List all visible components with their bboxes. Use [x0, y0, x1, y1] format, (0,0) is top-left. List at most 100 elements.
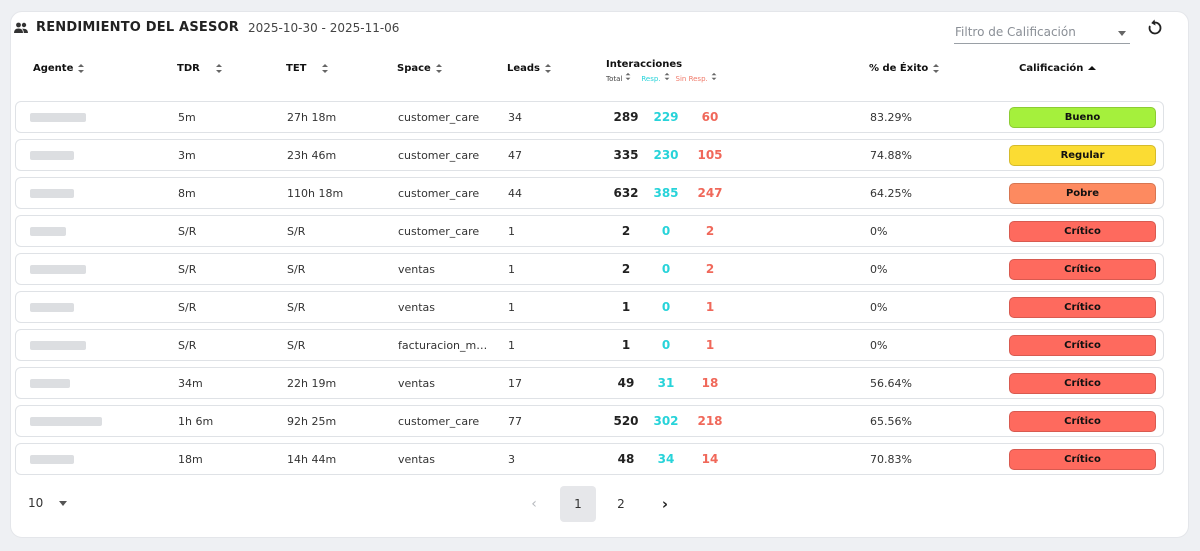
space-cell: customer_care [398, 111, 480, 124]
next-page-button[interactable]: › [661, 495, 669, 513]
tdr-cell: 8m [178, 187, 196, 200]
tet-cell: 92h 25m [287, 415, 337, 428]
column-header-calificacion-label: Calificación [1019, 63, 1084, 74]
column-header-tet-label: TET [286, 63, 307, 74]
table-row[interactable]: 18m 14h 44m ventas 3 48 34 14 70.83% Crítico [15, 443, 1164, 475]
tet-cell: 14h 44m [287, 453, 337, 466]
table-row[interactable]: 34m 22h 19m ventas 17 49 31 18 56.64% Crítico [15, 367, 1164, 399]
chevron-down-icon [1118, 31, 1126, 36]
space-cell: ventas [398, 377, 436, 390]
tet-cell: 23h 46m [287, 149, 337, 162]
column-header-leads-label: Leads [507, 63, 541, 74]
total-cell: 335 [613, 148, 639, 162]
previous-page-button[interactable]: ‹ [531, 496, 537, 512]
exito-cell: 70.83% [870, 453, 912, 466]
space-cell: customer_care [398, 415, 480, 428]
sin-resp-cell: 14 [701, 452, 719, 466]
sort-icon [322, 64, 329, 73]
leads-cell: 47 [508, 149, 522, 162]
tdr-cell: S/R [178, 339, 197, 352]
page-size-select[interactable]: 10 [28, 496, 68, 510]
tet-cell: S/R [287, 263, 306, 276]
sort-icon [664, 72, 669, 81]
table-row[interactable]: 3m 23h 46m customer_care 47 335 230 105 74.88% R… [15, 139, 1164, 171]
column-header-exito[interactable]: % de Éxito [869, 63, 940, 74]
page-button-2[interactable]: 2 [617, 497, 625, 511]
agent-name-redacted [30, 227, 66, 236]
agent-name-redacted [30, 455, 74, 464]
refresh-icon[interactable] [1145, 18, 1165, 38]
tet-cell: S/R [287, 339, 306, 352]
resp-label: Resp. [641, 75, 661, 83]
column-header-tdr[interactable]: TDR [177, 63, 222, 74]
column-header-total[interactable]: Total [606, 72, 631, 83]
column-header-sin-resp[interactable]: Sin Resp. [676, 72, 717, 83]
rating-badge: Crítico [1009, 297, 1156, 318]
agent-name-redacted [30, 151, 74, 160]
table-row[interactable]: S/R S/R facturacion_m… 1 1 0 1 0% Crítico [15, 329, 1164, 361]
exito-cell: 56.64% [870, 377, 912, 390]
rating-filter-placeholder: Filtro de Calificación [955, 25, 1076, 39]
rating-badge: Crítico [1009, 449, 1156, 470]
tdr-cell: 1h 6m [178, 415, 214, 428]
table-row[interactable]: S/R S/R ventas 1 1 0 1 0% Crítico [15, 291, 1164, 323]
tet-cell: 22h 19m [287, 377, 337, 390]
column-header-leads[interactable]: Leads [507, 63, 552, 74]
chevron-down-icon [59, 500, 68, 506]
sin-resp-label: Sin Resp. [675, 75, 708, 83]
column-header-agente[interactable]: Agente [33, 63, 85, 74]
column-header-space[interactable]: Space [397, 63, 442, 74]
table-row[interactable]: 8m 110h 18m customer_care 44 632 385 247 64.25%… [15, 177, 1164, 209]
page-title: RENDIMIENTO DEL ASESOR [36, 20, 239, 35]
column-header-exito-label: % de Éxito [869, 63, 929, 74]
tet-cell: S/R [287, 225, 306, 238]
total-cell: 289 [613, 110, 639, 124]
column-header-tet[interactable]: TET [286, 63, 329, 74]
space-cell: customer_care [398, 225, 480, 238]
exito-cell: 0% [870, 263, 888, 276]
rating-badge: Crítico [1009, 373, 1156, 394]
column-header-calificacion[interactable]: Calificación [1019, 63, 1097, 74]
table-row[interactable]: 1h 6m 92h 25m customer_care 77 520 302 218 65.5… [15, 405, 1164, 437]
resp-cell: 0 [661, 300, 671, 314]
sin-resp-cell: 1 [705, 300, 715, 314]
agent-name-redacted [30, 303, 74, 312]
table-row[interactable]: S/R S/R customer_care 1 2 0 2 0% Crítico [15, 215, 1164, 247]
leads-cell: 1 [508, 225, 515, 238]
agent-name-redacted [30, 189, 74, 198]
total-cell: 49 [617, 376, 635, 390]
tet-cell: 110h 18m [287, 187, 344, 200]
tdr-cell: 3m [178, 149, 196, 162]
tet-cell: S/R [287, 301, 306, 314]
rating-badge: Crítico [1009, 411, 1156, 432]
table-row[interactable]: S/R S/R ventas 1 2 0 2 0% Crítico [15, 253, 1164, 285]
leads-cell: 44 [508, 187, 522, 200]
tdr-cell: 5m [178, 111, 196, 124]
total-cell: 48 [617, 452, 635, 466]
resp-cell: 229 [653, 110, 679, 124]
total-cell: 1 [621, 300, 631, 314]
leads-cell: 17 [508, 377, 522, 390]
sort-icon [711, 72, 717, 81]
tet-cell: 27h 18m [287, 111, 337, 124]
table-row[interactable]: 5m 27h 18m customer_care 34 289 229 60 83.29% Bu… [15, 101, 1164, 133]
rating-filter-select[interactable]: Filtro de Calificación [954, 22, 1130, 44]
resp-cell: 31 [657, 376, 675, 390]
sort-icon [215, 64, 222, 73]
space-cell: ventas [398, 301, 436, 314]
sin-resp-cell: 18 [701, 376, 719, 390]
agent-name-redacted [30, 341, 86, 350]
sin-resp-cell: 218 [697, 414, 723, 428]
tdr-cell: S/R [178, 225, 197, 238]
column-header-space-label: Space [397, 63, 431, 74]
space-cell: customer_care [398, 187, 480, 200]
page-button-1[interactable]: 1 [560, 486, 596, 522]
leads-cell: 1 [508, 339, 515, 352]
resp-cell: 385 [653, 186, 679, 200]
total-cell: 632 [613, 186, 639, 200]
agent-name-redacted [30, 113, 86, 122]
sort-ascending-icon [1088, 64, 1097, 73]
tdr-cell: S/R [178, 263, 197, 276]
resp-cell: 0 [661, 224, 671, 238]
column-header-resp[interactable]: Resp. [641, 72, 669, 83]
